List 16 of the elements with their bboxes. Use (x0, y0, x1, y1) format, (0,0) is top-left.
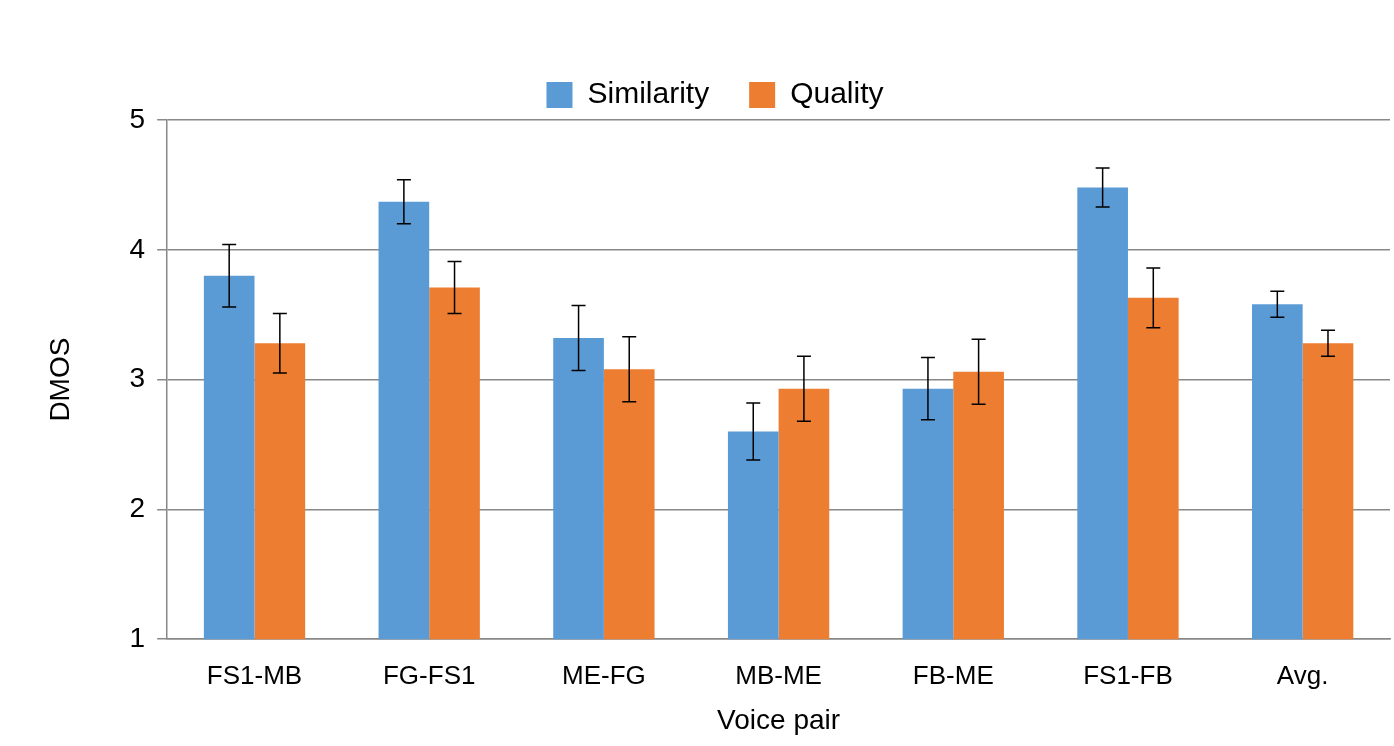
x-tick-label: MB-ME (735, 659, 822, 690)
x-tick-label: Avg. (1276, 659, 1329, 690)
y-tick-label: 3 (129, 362, 146, 394)
y-tick-label: 2 (129, 492, 146, 524)
x-axis-title: Voice pair (717, 703, 841, 735)
y-axis-title: DMOS (43, 337, 75, 422)
x-tick-label: FB-ME (912, 659, 994, 690)
x-tick-label: FG-FS1 (382, 659, 476, 690)
x-tick-label: FS1-MB (206, 659, 303, 690)
legend-label: Quality (790, 76, 884, 110)
x-tick-label: ME-FG (562, 659, 646, 690)
y-tick-label: 5 (129, 102, 146, 134)
x-tick-label: FS1-FB (1083, 659, 1173, 690)
y-tick-label: 4 (129, 232, 146, 264)
y-tick-label: 1 (129, 621, 146, 653)
legend-label: Similarity (587, 76, 710, 110)
